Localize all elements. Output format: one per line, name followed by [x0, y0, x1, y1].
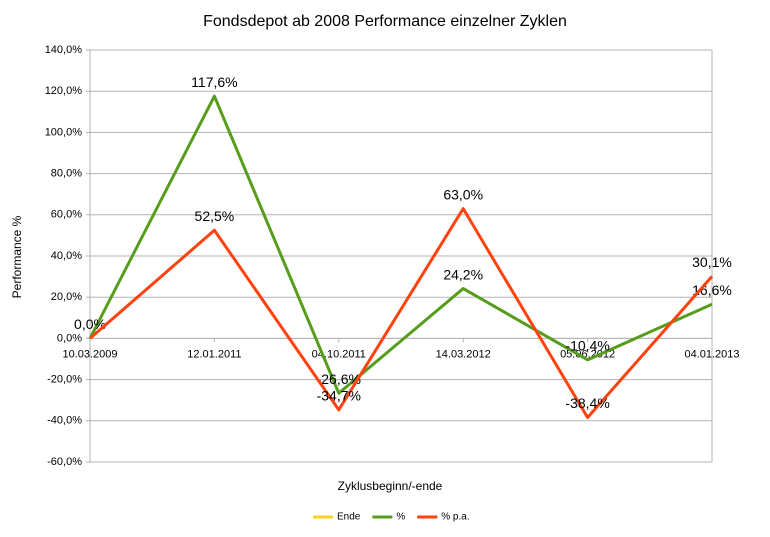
y-tick-label: 0,0% [57, 332, 82, 344]
data-label: 52,5% [195, 208, 235, 224]
series-line [89, 207, 714, 420]
data-label: -10,4% [565, 338, 609, 354]
y-tick-label: -40,0% [47, 415, 82, 427]
data-label: 30,1% [692, 254, 732, 270]
x-tick-label: 12.01.2011 [187, 348, 241, 360]
data-label: 63,0% [443, 186, 483, 202]
series-line [88, 94, 713, 395]
y-tick-label: 40,0% [51, 250, 82, 262]
data-label: -38,4% [565, 395, 609, 411]
data-label: -34,7% [317, 388, 361, 404]
x-axis-label: Zyklusbeginn/-ende [338, 479, 443, 493]
y-tick-label: 140,0% [45, 44, 83, 56]
data-label: -26,6% [317, 371, 361, 387]
legend-label: Ende [337, 512, 361, 523]
x-tick-label: 10.03.2009 [62, 348, 117, 360]
legend-label: % p.a. [441, 512, 469, 523]
data-label: 0,0% [74, 316, 106, 332]
y-tick-label: -60,0% [47, 456, 82, 468]
y-tick-label: 80,0% [51, 168, 82, 180]
y-axis-label: Performance % [10, 215, 24, 298]
data-label: 117,6% [191, 74, 237, 90]
chart-title: Fondsdepot ab 2008 Performance einzelner… [203, 13, 567, 30]
y-tick-label: 20,0% [51, 291, 82, 303]
data-label: 24,2% [443, 266, 483, 282]
y-tick-label: -20,0% [47, 374, 82, 386]
y-tick-label: 60,0% [51, 209, 82, 221]
y-tick-label: 100,0% [45, 126, 83, 138]
x-tick-label: 04.01.2013 [684, 348, 739, 360]
plot-border [89, 49, 713, 463]
legend-label: % [396, 512, 405, 523]
y-tick-label: 120,0% [45, 85, 83, 97]
x-tick-label: 14.03.2012 [436, 348, 491, 360]
